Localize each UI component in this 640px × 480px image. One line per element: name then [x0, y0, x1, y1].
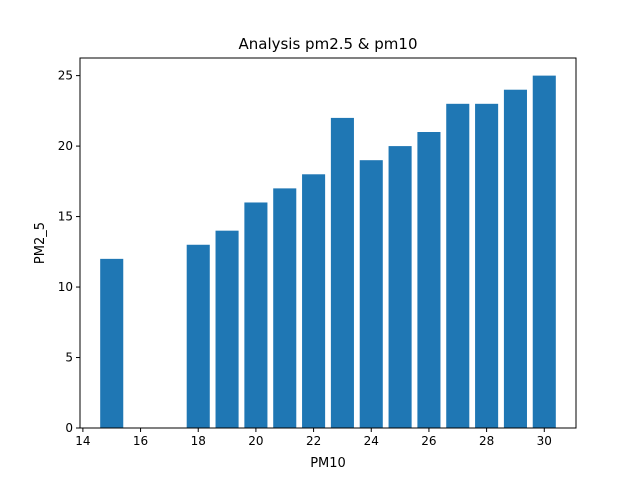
bar-pm10-21: [273, 188, 297, 428]
y-tick-label: 25: [58, 69, 73, 83]
bar-pm10-19: [215, 230, 239, 428]
bar-pm10-28: [475, 103, 499, 428]
x-tick-label: 16: [133, 434, 148, 448]
y-tick-label: 0: [65, 421, 73, 435]
y-tick-label: 15: [58, 210, 73, 224]
bar-pm10-24: [359, 160, 383, 428]
y-tick-label: 5: [65, 351, 73, 365]
x-tick-label: 14: [75, 434, 90, 448]
y-tick-label: 10: [58, 280, 73, 294]
bar-pm10-25: [388, 146, 412, 428]
x-tick-label: 24: [364, 434, 379, 448]
x-tick-label: 26: [421, 434, 436, 448]
bar-pm10-22: [302, 174, 326, 428]
x-tick-label: 22: [306, 434, 321, 448]
bars-group: [100, 75, 556, 429]
bar-pm10-20: [244, 202, 268, 428]
x-tick-label: 30: [537, 434, 552, 448]
bar-pm10-30: [532, 75, 556, 429]
x-axis-label: PM10: [310, 456, 346, 471]
bar-pm10-26: [417, 132, 441, 428]
x-tick-label: 18: [191, 434, 206, 448]
bar-pm10-27: [446, 103, 470, 428]
y-ticks-group: 0 5 10 15 20 25: [58, 69, 80, 435]
bar-pm10-18: [186, 244, 210, 428]
y-tick-label: 20: [58, 139, 73, 153]
bar-pm10-29: [503, 89, 527, 429]
chart-title: Analysis pm2.5 & pm10: [238, 35, 417, 53]
bar-pm10-15: [100, 258, 124, 428]
x-tick-label: 20: [248, 434, 263, 448]
x-tick-label: 28: [479, 434, 494, 448]
plot-frame: [79, 57, 577, 429]
y-axis-label: PM2_5: [33, 222, 48, 264]
x-ticks-group: 14 16 18 20 22 24 26 28 30: [75, 428, 552, 448]
bar-pm10-23: [330, 117, 354, 429]
